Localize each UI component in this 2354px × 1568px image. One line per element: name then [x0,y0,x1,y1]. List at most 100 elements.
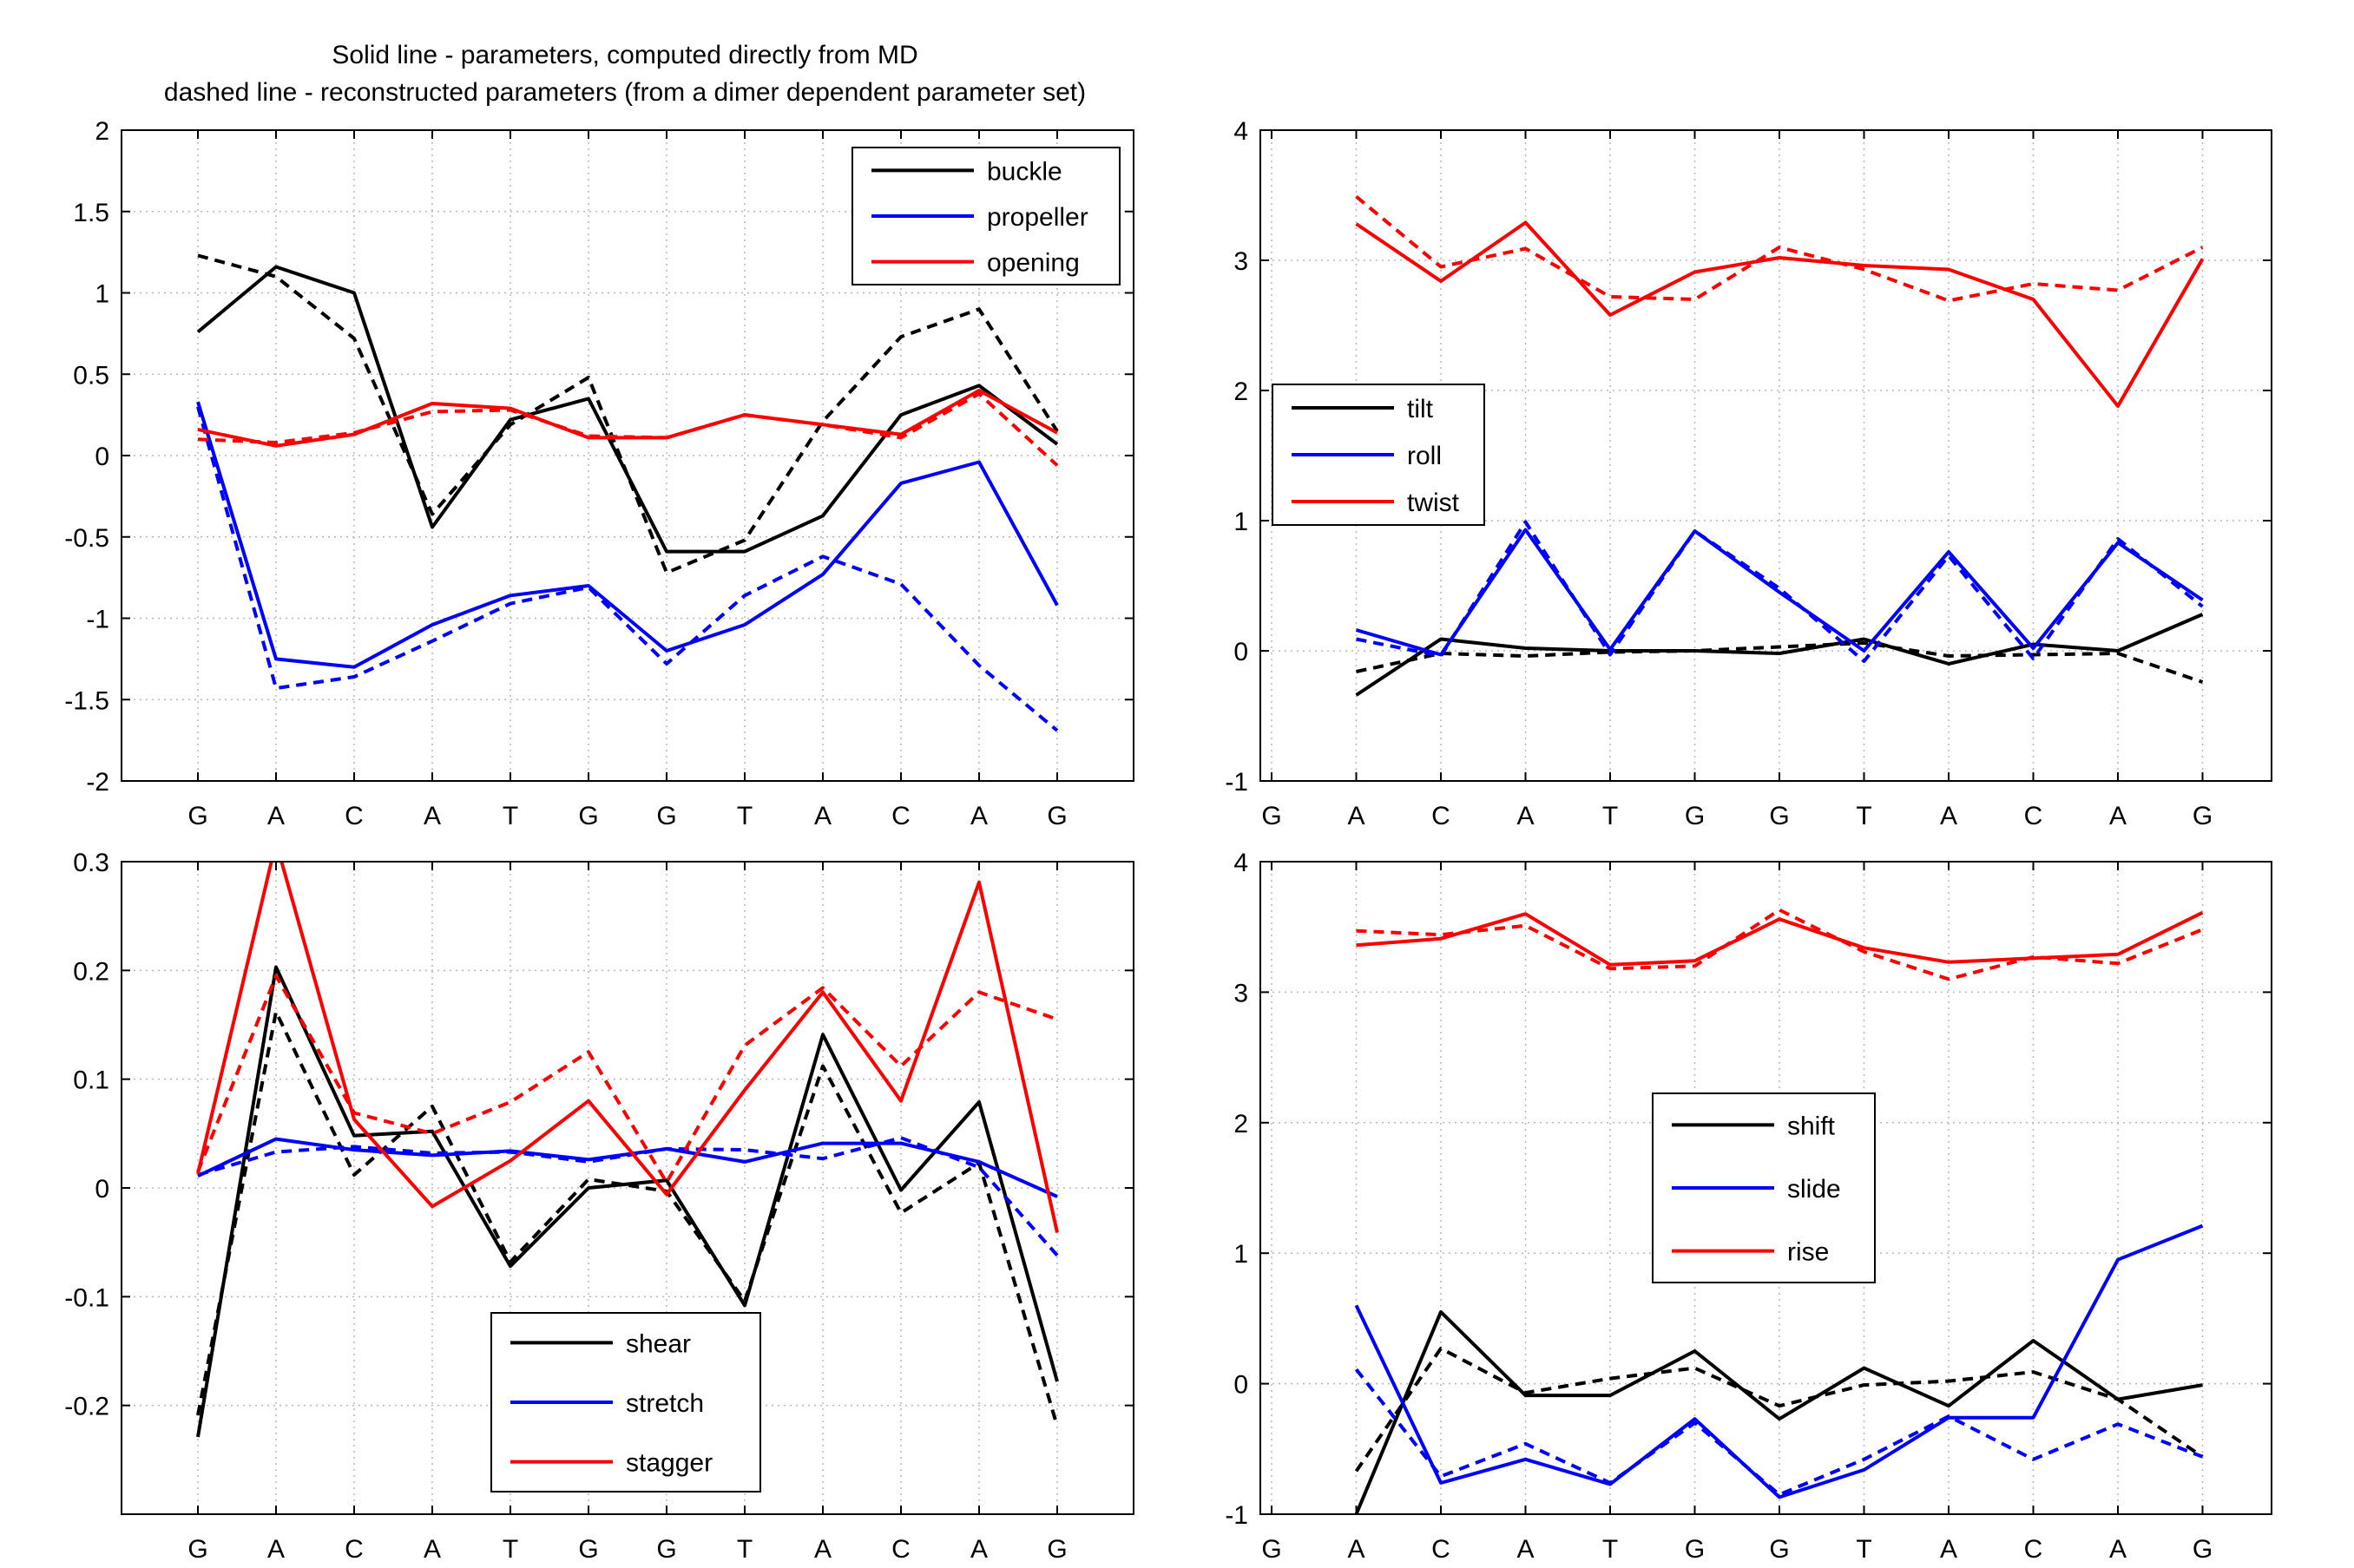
series-shift-solid-line [1354,1309,2203,1514]
x-tick-label: G [187,802,207,830]
figure-title-line2: dashed line - reconstructed parameters (… [164,78,1086,107]
x-tick-label: A [2109,1535,2127,1564]
chart-panel-4: G A C A T G G T A C A G -1 0 1 2 3 4 shift slide rise [1225,849,2272,1564]
x-tick-label: A [814,1535,832,1564]
legend-label-twist: twist [1407,489,1460,517]
x-tick-label: A [970,1535,988,1564]
y-tick-label: 1 [95,280,109,309]
legend-label-stagger: stagger [626,1449,713,1478]
chart-panel-1: G A C A T G G T A C A G -2 -1.5 -1 -0.5 0 0.5 1 1.5 2 buckle p… [64,117,1134,830]
x-tick-label: G [578,1535,598,1564]
series-twist-solid-line [1355,220,2205,408]
y-tick-label: -1.5 [64,686,109,715]
x-tick-label: G [2193,802,2213,830]
y-tick-label: -2 [86,768,109,797]
y-tick-label: 0 [1233,1371,1248,1400]
legend: buckle propeller opening [852,147,1121,285]
legend-label-buckle: buckle [987,157,1062,186]
x-tick-label: A [1516,1535,1534,1564]
series-propeller-solid-line [196,401,1059,669]
y-tick-label: 2 [1233,377,1248,406]
y-tick-label: 4 [1233,849,1248,877]
y-tick-label: 0.2 [73,957,109,986]
series-rise-solid-line [1356,910,2204,967]
x-tick-label: G [1047,1535,1067,1564]
y-tick-label: 0 [95,1175,109,1204]
x-tick-label: T [1856,1535,1871,1564]
x-tick-label: A [267,802,285,830]
series-slide-dashed-line [1354,1368,2204,1497]
legend-label-tilt: tilt [1407,395,1434,423]
x-tick-label: G [1261,802,1281,830]
x-tick-label: A [814,802,832,830]
legend-label-roll: roll [1407,442,1442,470]
series-stretch-dashed-line [197,1136,1059,1257]
series-buckle-solid-line [196,265,1059,554]
y-tick-label: 1 [1233,1240,1248,1269]
legend-label-propeller: propeller [987,203,1088,232]
series-roll-dashed-line [1356,520,2204,663]
x-tick-label: C [2024,1535,2043,1564]
legend-label-shear: shear [626,1329,691,1358]
chart-panel-3: G A C A T G G T A C A G -0.2 -0.1 0 0.1 0.2 0.3 shear stret… [64,849,1134,1564]
chart-panel-2: G A C A T G G T A C A G -1 0 1 2 3 4 tilt roll twist [1225,117,2272,830]
series-tilt-solid-line [1355,613,2204,697]
x-tick-label: C [1431,802,1450,830]
x-tick-label: A [970,802,988,830]
legend-label-slide: slide [1787,1175,1841,1204]
x-tick-label: G [656,802,676,830]
x-tick-label: A [424,802,441,830]
y-tick-label: 0 [95,443,109,471]
y-tick-label: 0.1 [73,1066,109,1095]
x-tick-label: A [1347,802,1364,830]
series-roll-solid-line [1355,528,2204,657]
y-tick-label: 4 [1233,117,1248,146]
series-stagger-dashed-line [196,974,1058,1184]
x-tick-label: A [1940,802,1957,830]
y-tick-label: 3 [1233,979,1248,1007]
y-tick-label: 0.3 [73,849,109,877]
figure-title-line1: Solid line - parameters, computed direct… [332,41,917,69]
series-shift-dashed-line [1354,1347,2204,1473]
y-tick-label: -1 [1225,768,1248,797]
series-twist-dashed-line [1355,194,2204,303]
y-tick-label: -0.1 [64,1283,109,1312]
x-tick-label: G [1685,802,1705,830]
x-tick-label: G [1047,802,1067,830]
y-tick-label: -0.5 [64,524,109,553]
y-tick-label: 1 [1233,508,1248,536]
x-tick-label: T [503,802,518,830]
y-tick-label: -1 [1225,1501,1248,1530]
series-rise-dashed-line [1356,908,2204,981]
y-tick-label: 2 [1233,1110,1248,1138]
x-tick-label: C [891,1535,911,1564]
y-tick-label: 1.5 [73,199,109,227]
x-tick-label: G [656,1535,676,1564]
x-tick-label: T [737,1535,753,1564]
x-tick-label: G [1261,1535,1281,1564]
series-shear-solid-line [196,965,1059,1438]
y-tick-label: 0.5 [73,361,109,390]
x-tick-label: T [1856,802,1871,830]
series-buckle-dashed-line [197,253,1059,574]
x-tick-label: C [891,802,911,830]
x-tick-label: G [1769,802,1789,830]
x-tick-label: A [267,1535,285,1564]
legend-label-stretch: stretch [626,1389,704,1418]
axes-box [1259,129,2272,782]
series-propeller-dashed-line [196,406,1059,732]
x-tick-label: A [424,1535,441,1564]
x-tick-label: A [1516,802,1534,830]
x-tick-label: C [345,802,364,830]
x-tick-label: A [1940,1535,1957,1564]
legend-label-shift: shift [1787,1112,1836,1140]
series-tilt-dashed-line [1356,641,2204,684]
series-slide-solid-line [1354,1224,2204,1499]
legend-label-opening: opening [987,249,1080,278]
y-tick-label: 3 [1233,247,1248,276]
y-tick-label: -0.2 [64,1393,109,1421]
y-tick-label: -1 [86,606,109,634]
x-tick-label: C [345,1535,364,1564]
series-opening-dashed-line [197,391,1059,467]
